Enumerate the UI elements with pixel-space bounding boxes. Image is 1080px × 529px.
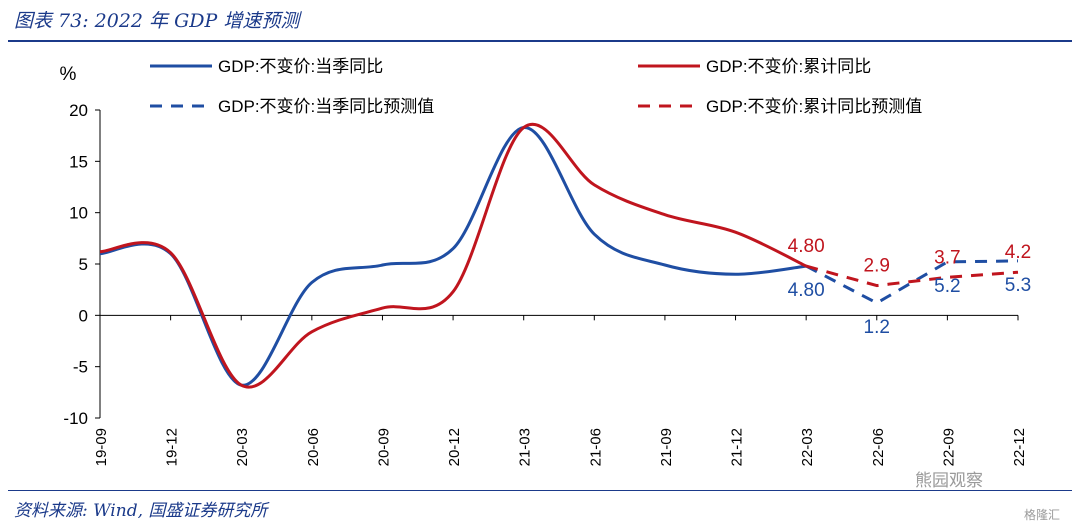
data-label: 2.9 — [864, 256, 890, 277]
y-tick-label: -10 — [63, 409, 88, 428]
data-label: 1.2 — [864, 317, 890, 338]
x-tick-label: 21-03 — [517, 428, 534, 466]
x-tick-label: 20-03 — [234, 428, 251, 466]
footer-divider — [8, 490, 1072, 491]
actual-series-line — [99, 126, 807, 387]
forecast-series-line — [805, 264, 1019, 288]
header-divider — [8, 40, 1072, 42]
x-tick-label: 21-12 — [729, 428, 746, 466]
data-label: 5.3 — [1005, 275, 1031, 296]
data-label: 5.2 — [934, 276, 960, 297]
x-tick-label: 19-12 — [164, 428, 181, 466]
data-label: 3.7 — [934, 247, 960, 268]
y-tick-label: 20 — [69, 101, 88, 120]
x-tick-label: 21-06 — [587, 428, 604, 466]
x-tick-label: 21-09 — [658, 428, 675, 466]
legend-label: GDP:不变价:累计同比预测值 — [706, 97, 922, 116]
figure-title: 图表 73: 2022 年 GDP 增速预测 — [14, 10, 300, 32]
x-tick-label: 22-03 — [799, 428, 816, 466]
y-tick-label: -5 — [73, 358, 88, 377]
x-tick-label: 19-09 — [93, 428, 110, 466]
y-tick-label: 10 — [69, 204, 88, 223]
watermark-site: 格隆汇 — [1024, 508, 1061, 522]
legend-label: GDP:不变价:当季同比 — [218, 57, 383, 76]
actual-series-line — [99, 123, 807, 389]
data-label: 4.80 — [788, 280, 825, 301]
x-tick-label: 20-09 — [375, 428, 392, 466]
y-tick-label: 5 — [79, 255, 88, 274]
x-tick-label: 22-09 — [940, 428, 957, 466]
data-label: 4.2 — [1005, 242, 1031, 263]
y-axis-unit: % — [60, 64, 77, 85]
forecast-series-line — [805, 259, 1019, 305]
data-label: 4.80 — [788, 236, 825, 257]
legend-label: GDP:不变价:累计同比 — [706, 57, 871, 76]
legend-label: GDP:不变价:当季同比预测值 — [218, 97, 434, 116]
x-tick-label: 20-12 — [446, 428, 463, 466]
watermark-wechat: 熊园观察 — [915, 471, 983, 490]
y-tick-label: 0 — [79, 306, 88, 325]
gdp-line-chart: -10 -5 0 5 10 15 20% 19-09 19-12 20-03 20-06 20-09 2… — [60, 57, 1032, 466]
source-note: 资料来源: Wind, 国盛证券研究所 — [14, 501, 268, 521]
x-tick-label: 22-12 — [1011, 428, 1028, 466]
x-tick-label: 20-06 — [305, 428, 322, 466]
x-tick-label: 22-06 — [870, 428, 887, 466]
y-tick-label: 15 — [69, 152, 88, 171]
